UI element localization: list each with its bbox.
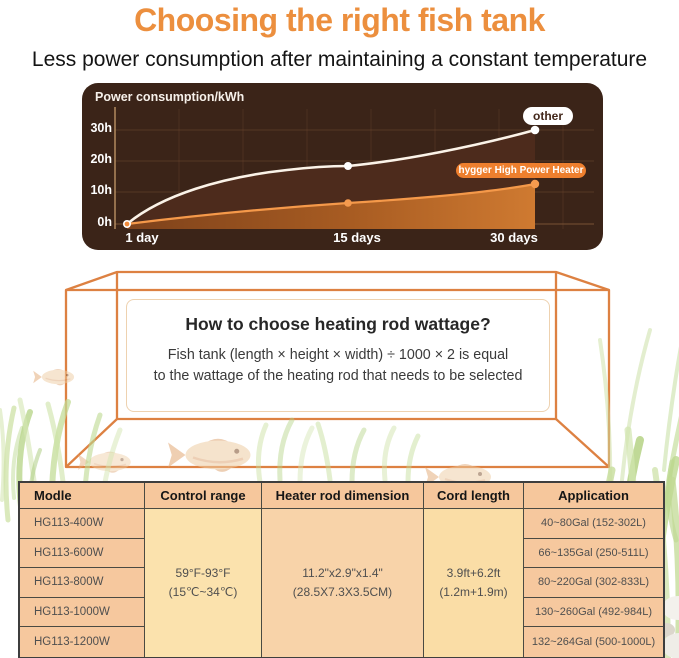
heater-dimension-inch: 11.2"x2.9"x1.4" [302,566,383,581]
wattage-formula-line-2: to the wattage of the heating rod that n… [153,368,523,384]
cord-length-m: (1.2m+1.9m) [439,585,508,600]
model-cell: HG113-1000W [20,597,145,628]
y-axis-tick-0h: 0h [97,215,112,229]
y-axis-tick-20h: 20h [90,152,112,166]
legend-hygger-badge: hygger High Power Heater [456,163,586,178]
control-range-f: 59°F-93°F [175,566,231,581]
wattage-formula-line-1: Fish tank (length × height × width) ÷ 10… [167,347,509,363]
application-cell: 130~260Gal (492-984L) [524,597,663,628]
col-header-cord-length: Cord length [424,483,524,509]
x-axis-tick-1day: 1 day [125,230,159,245]
cord-length-ft: 3.9ft+6.2ft [446,566,501,581]
control-range-c: (15℃~34℃) [168,585,238,600]
page-title: Choosing the right fish tank [134,2,545,38]
page-subtitle: Less power consumption after maintaining… [31,48,648,71]
x-axis-tick-15days: 15 days [333,230,381,245]
power-consumption-chart: Power consumption/kWh 30h 20h 10h 0h 1 d… [82,83,603,250]
chart-title: Power consumption/kWh [95,90,245,104]
model-cell: HG113-800W [20,568,145,598]
col-header-application: Application [524,483,663,509]
application-cell: 40~80Gal (152-302L) [524,509,663,539]
col-header-heater-rod-dimension: Heater rod dimension [262,483,424,509]
wattage-heading: How to choose heating rod wattage? [185,314,491,334]
chart-plot [114,107,594,229]
model-cell: HG113-400W [20,509,145,539]
legend-other-badge: other [523,107,573,125]
model-cell: HG113-600W [20,538,145,569]
wattage-info-box: How to choose heating rod wattage? Fish … [126,299,550,412]
data-point-dots [123,125,540,228]
x-axis-tick-30days: 30 days [490,230,538,245]
hygger-series-area [127,184,535,229]
y-axis-tick-30h: 30h [90,121,112,135]
application-cell: 66~135Gal (250-511L) [524,538,663,569]
control-range-cell: 59°F-93°F (15℃~34℃) [145,509,262,657]
col-header-control-range: Control range [145,483,262,509]
cord-length-cell: 3.9ft+6.2ft (1.2m+1.9m) [424,509,524,657]
application-cell: 80~220Gal (302-833L) [524,568,663,598]
spec-table: Modle Control range Heater rod dimension… [18,481,665,658]
y-axis-tick-10h: 10h [90,183,112,197]
model-cell: HG113-1200W [20,627,145,657]
other-series-line [125,128,537,226]
application-cell: 132~264Gal (500-1000L) [524,627,663,657]
col-header-model: Modle [20,483,145,509]
heater-rod-dimension-cell: 11.2"x2.9"x1.4" (28.5X7.3X3.5CM) [262,509,424,657]
heater-dimension-cm: (28.5X7.3X3.5CM) [292,585,393,600]
